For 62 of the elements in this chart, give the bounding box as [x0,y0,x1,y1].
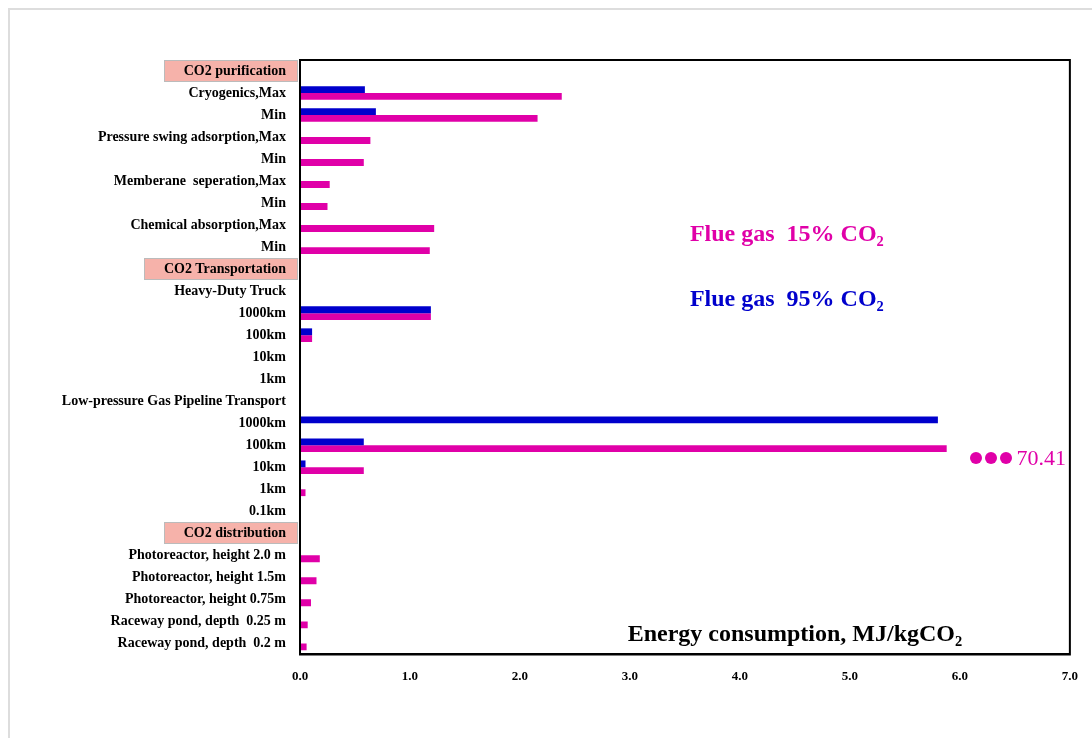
y-tick-label: Low-pressure Gas Pipeline Transport [61,392,287,408]
bar [300,621,308,629]
x-tick-label: 6.0 [951,667,969,683]
bar [300,137,371,144]
x-tick-label: 7.0 [1061,667,1078,683]
bar [300,445,947,453]
y-tick-label: 1000km [238,304,287,320]
y-tick-label: 10km [252,348,287,364]
x-axis-title: Energy consumption, MJ/kgCO₂ [627,619,963,646]
bar [300,335,313,343]
bar [300,599,311,607]
y-tick-label: 1000km [238,414,287,430]
bar [300,467,364,475]
bar [300,328,313,336]
y-tick-label: CO2 purification [183,62,287,78]
y-tick-label: 10km [252,458,287,474]
x-tick-label: 1.0 [401,667,419,683]
y-tick-label: CO2 Transportation [164,260,287,276]
bar [300,115,538,122]
bar [300,86,365,94]
bar [300,577,317,585]
y-tick-label: 1km [259,480,287,496]
bar [300,643,307,651]
bar [300,306,431,314]
bar [300,416,938,424]
text: Flue gas 95% CO₂ [689,285,884,312]
bar [300,555,320,563]
y-tick-label: Min [261,150,287,166]
bar [300,159,364,166]
y-tick-label: Photoreactor, height 1.5m [132,568,287,584]
y-tick-label: Min [261,194,287,210]
y-tick-label: Chemical absorption,Max [130,216,286,232]
x-tick-label: 2.0 [511,667,529,683]
bar [300,313,431,320]
y-tick-label: Pressure swing adsorption,Max [97,128,286,144]
bar [300,203,328,210]
y-tick-label: Cryogenics,Max [188,84,286,100]
y-tick-label: Memberane seperation,Max [113,172,286,188]
y-tick-label: Raceway pond, depth 0.2 m [117,635,287,650]
bar [300,438,364,446]
bar [300,108,376,116]
y-tick-label: 1km [259,370,287,386]
y-tick-label: Heavy-Duty Truck [174,282,287,298]
x-tick-label: 0.0 [291,667,309,683]
y-tick-label: Photoreactor, height 2.0 m [128,546,287,562]
x-tick-label: 3.0 [621,667,639,683]
text: Flue gas 15% CO₂ [689,220,884,247]
y-tick-label: 0.1km [249,502,287,518]
x-tick-label: 5.0 [841,667,859,683]
y-tick-label: 100km [245,326,287,342]
bar [300,247,430,254]
y-tick-label: CO2 distribution [183,524,287,540]
y-tick-label: Min [261,238,287,254]
x-tick-label: 4.0 [731,667,749,683]
annotation: 70.41 [1016,445,1066,471]
y-tick-label: 100km [245,436,287,452]
bar [300,225,435,232]
y-tick-label: Photoreactor, height 0.75m [125,590,287,606]
y-tick-label: Raceway pond, depth 0.25 m [110,612,287,628]
bar [300,93,562,100]
bar [300,181,330,188]
y-tick-label: Min [261,106,287,122]
